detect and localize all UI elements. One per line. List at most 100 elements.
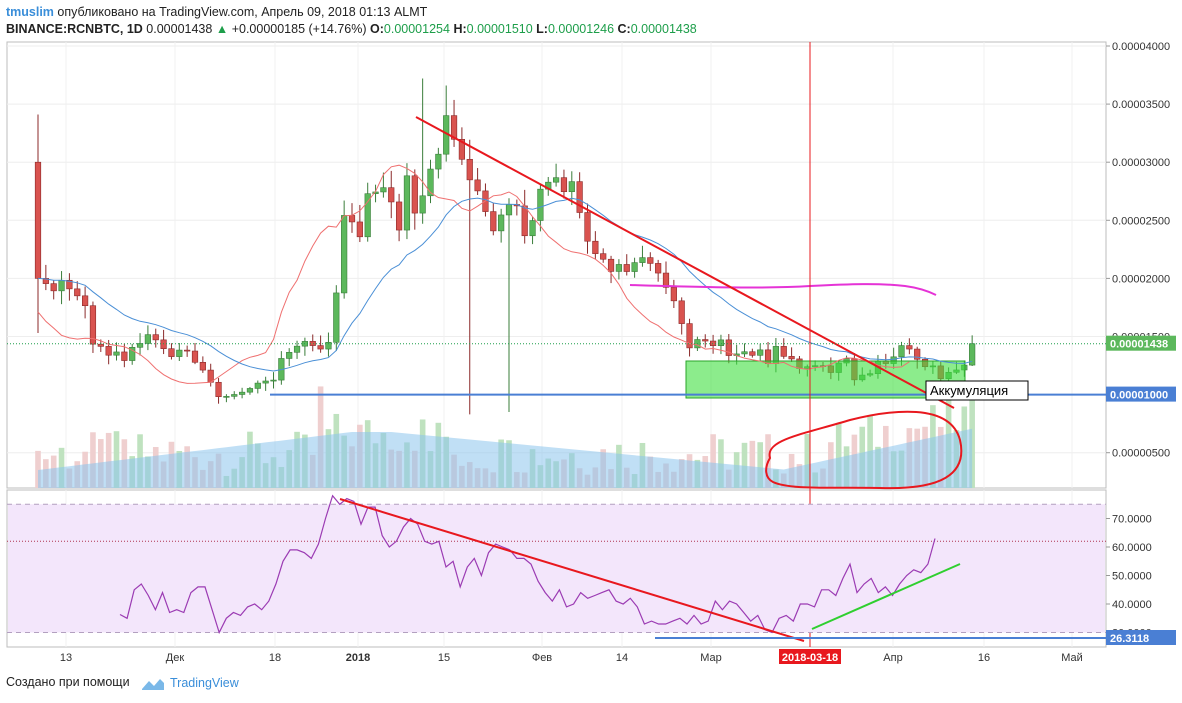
- candle[interactable]: [639, 257, 646, 263]
- price-pane[interactable]: [6, 41, 1107, 489]
- candle[interactable]: [568, 181, 575, 193]
- candle[interactable]: [231, 394, 238, 397]
- candle[interactable]: [215, 381, 222, 397]
- candle[interactable]: [34, 161, 42, 279]
- candle[interactable]: [678, 300, 685, 324]
- candle[interactable]: [82, 295, 89, 307]
- candle[interactable]: [113, 351, 120, 356]
- candle[interactable]: [50, 283, 57, 292]
- candle[interactable]: [152, 334, 159, 341]
- candle[interactable]: [380, 187, 387, 193]
- candle[interactable]: [364, 193, 371, 238]
- candle[interactable]: [395, 201, 403, 231]
- candle[interactable]: [333, 292, 340, 343]
- date-marker-tag: 2018-03-18: [782, 652, 838, 664]
- candle[interactable]: [725, 339, 732, 356]
- candle[interactable]: [600, 253, 607, 260]
- volume-bar: [35, 450, 41, 488]
- candle[interactable]: [969, 343, 976, 366]
- candle[interactable]: [592, 240, 599, 254]
- candle[interactable]: [717, 339, 725, 346]
- candle[interactable]: [615, 264, 622, 272]
- candle[interactable]: [529, 220, 536, 237]
- candle[interactable]: [262, 380, 269, 384]
- candle[interactable]: [184, 349, 191, 352]
- candle[interactable]: [741, 351, 748, 355]
- candle[interactable]: [58, 279, 65, 292]
- candle[interactable]: [576, 181, 583, 213]
- candle[interactable]: [788, 356, 795, 360]
- candle[interactable]: [505, 204, 513, 216]
- candle[interactable]: [647, 257, 654, 264]
- candle[interactable]: [419, 195, 426, 214]
- candle[interactable]: [317, 345, 324, 350]
- candle[interactable]: [403, 175, 411, 231]
- ema-slow-line: [37, 197, 973, 372]
- candle[interactable]: [286, 352, 293, 359]
- candle[interactable]: [450, 115, 458, 140]
- candle[interactable]: [560, 177, 568, 193]
- candle[interactable]: [466, 158, 473, 181]
- candle[interactable]: [348, 215, 356, 223]
- tradingview-logo-icon[interactable]: [140, 675, 166, 693]
- candle[interactable]: [144, 334, 152, 344]
- candle[interactable]: [309, 341, 316, 346]
- candle[interactable]: [246, 388, 254, 393]
- candle[interactable]: [914, 348, 921, 360]
- candle[interactable]: [325, 342, 332, 350]
- candle[interactable]: [749, 351, 756, 356]
- candle[interactable]: [105, 346, 112, 356]
- candle[interactable]: [356, 221, 363, 238]
- candle[interactable]: [474, 179, 481, 192]
- candle[interactable]: [411, 175, 418, 214]
- candle[interactable]: [191, 350, 199, 363]
- candle[interactable]: [670, 287, 677, 302]
- candle[interactable]: [74, 288, 81, 297]
- candle[interactable]: [388, 187, 395, 203]
- candle[interactable]: [490, 211, 497, 232]
- author-link[interactable]: tmuslim: [6, 5, 54, 19]
- candle[interactable]: [552, 177, 560, 183]
- candle[interactable]: [199, 361, 206, 371]
- candle[interactable]: [757, 349, 764, 356]
- candle[interactable]: [97, 343, 104, 347]
- candle[interactable]: [341, 215, 348, 294]
- rsi-band: [8, 504, 1105, 633]
- candle[interactable]: [662, 272, 670, 288]
- candle[interactable]: [121, 351, 128, 361]
- candle[interactable]: [254, 382, 261, 389]
- candle[interactable]: [168, 348, 175, 357]
- x-tick-label: Мар: [700, 652, 722, 664]
- candle[interactable]: [584, 212, 591, 242]
- candle[interactable]: [702, 339, 709, 342]
- candle[interactable]: [906, 345, 913, 350]
- candle[interactable]: [239, 391, 246, 395]
- accumulation-zone[interactable]: [685, 360, 966, 399]
- candle[interactable]: [537, 188, 544, 221]
- candle[interactable]: [66, 279, 73, 290]
- candle[interactable]: [293, 345, 301, 353]
- candle[interactable]: [129, 347, 136, 361]
- candle[interactable]: [631, 262, 638, 272]
- candle[interactable]: [623, 264, 630, 272]
- candle[interactable]: [458, 139, 466, 160]
- candle[interactable]: [270, 379, 277, 382]
- candle[interactable]: [498, 214, 505, 232]
- candle[interactable]: [160, 339, 167, 350]
- candle[interactable]: [89, 305, 97, 345]
- candle[interactable]: [607, 258, 615, 272]
- candle[interactable]: [42, 278, 49, 284]
- candle[interactable]: [435, 153, 442, 170]
- candle[interactable]: [136, 343, 144, 348]
- tradingview-brand[interactable]: TradingView: [170, 676, 239, 690]
- symbol-label[interactable]: BINANCE:RCNBTC, 1D: [6, 22, 143, 36]
- candle[interactable]: [686, 323, 693, 349]
- candle[interactable]: [176, 349, 183, 357]
- candle[interactable]: [223, 396, 230, 398]
- candle[interactable]: [427, 168, 434, 197]
- candle[interactable]: [898, 345, 905, 358]
- candle[interactable]: [655, 263, 662, 274]
- candle[interactable]: [521, 205, 528, 237]
- candle[interactable]: [780, 346, 787, 357]
